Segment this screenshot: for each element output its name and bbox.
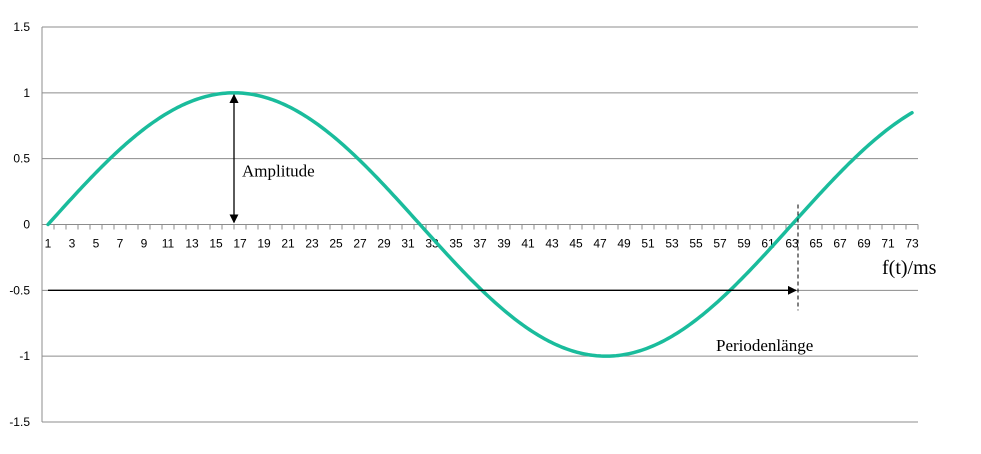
x-tick-label: 71 [881,237,895,251]
x-tick-label: 57 [713,237,727,251]
x-tick-label: 13 [185,237,199,251]
x-tick-label: 1 [45,237,52,251]
x-tick-label: 23 [305,237,319,251]
x-tick-label: 17 [233,237,247,251]
x-tick-label: 11 [162,237,175,251]
y-tick-label: -1.5 [9,415,30,429]
y-tick-label: -1 [19,349,30,363]
x-tick-label: 43 [545,237,559,251]
x-tick-label: 19 [257,237,271,251]
x-tick-label: 51 [641,237,655,251]
y-tick-label: 0 [23,218,30,232]
y-tick-label: 1.5 [13,20,30,34]
x-tick-label: 15 [209,237,223,251]
x-tick-label: 67 [833,237,847,251]
x-tick-label: 37 [473,237,487,251]
x-tick-label: 29 [377,237,391,251]
x-tick-label: 63 [785,237,799,251]
x-tick-label: 7 [117,237,124,251]
x-tick-label: 31 [401,237,415,251]
amplitude-label: Amplitude [242,162,315,181]
x-tick-label: 53 [665,237,679,251]
y-tick-label: 1 [23,86,30,100]
x-tick-label: 47 [593,237,607,251]
x-tick-label: 5 [93,237,100,251]
x-tick-label: 9 [141,237,148,251]
period-label: Periodenlänge [716,336,813,355]
x-tick-label: 27 [353,237,367,251]
x-tick-label: 69 [857,237,871,251]
x-tick-label: 49 [617,237,631,251]
x-tick-label: 25 [329,237,343,251]
x-tick-label: 73 [905,237,919,251]
x-tick-label: 3 [69,237,76,251]
x-tick-label: 35 [449,237,463,251]
y-tick-label: -0.5 [9,283,30,297]
y-tick-label: 0.5 [13,152,30,166]
sine-series-line [46,91,914,358]
x-tick-label: 55 [689,237,703,251]
x-axis-label: f(t)/ms [882,257,937,279]
x-tick-label: 21 [281,237,295,251]
x-tick-label: 39 [497,237,511,251]
x-tick-label: 41 [521,237,535,251]
x-tick-label: 65 [809,237,823,251]
x-tick-label: 45 [569,237,583,251]
x-tick-label: 59 [737,237,751,251]
